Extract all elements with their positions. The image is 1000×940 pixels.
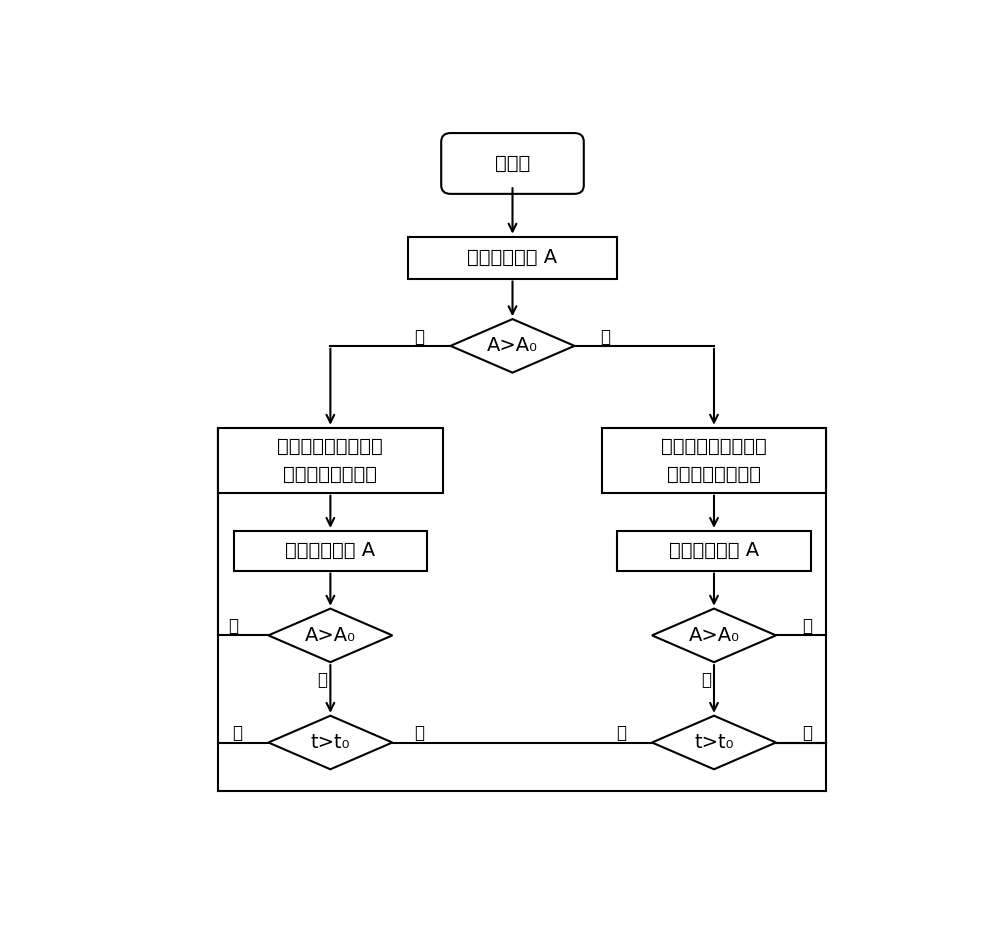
Polygon shape [652, 608, 776, 662]
Text: 获取环境照度 A: 获取环境照度 A [285, 541, 375, 560]
Bar [617, 531, 811, 571]
Text: A>A₀: A>A₀ [688, 626, 740, 645]
Text: A>A₀: A>A₀ [487, 337, 538, 355]
Bar [234, 531, 427, 571]
Text: 否: 否 [318, 671, 328, 689]
Text: 是: 是 [616, 724, 626, 742]
Text: 否: 否 [232, 724, 242, 742]
FancyBboxPatch shape [441, 133, 584, 194]
Bar [218, 428, 443, 493]
Text: 否: 否 [802, 617, 812, 635]
Text: 是: 是 [701, 671, 711, 689]
Bar [602, 428, 826, 493]
Polygon shape [652, 715, 776, 769]
Polygon shape [268, 608, 392, 662]
Text: A>A₀: A>A₀ [305, 626, 356, 645]
Text: 否: 否 [802, 724, 812, 742]
Text: 获取环境照度 A: 获取环境照度 A [467, 248, 558, 267]
Text: t>t₀: t>t₀ [311, 733, 350, 752]
Text: 否: 否 [600, 328, 610, 346]
Text: 红外线感应器开启，
可见光感应器关闭: 红外线感应器开启， 可见光感应器关闭 [661, 437, 767, 484]
Text: t>t₀: t>t₀ [694, 733, 734, 752]
Text: 是: 是 [415, 724, 424, 742]
Polygon shape [268, 715, 392, 769]
Text: 获取环境照度 A: 获取环境照度 A [669, 541, 759, 560]
Bar [408, 237, 617, 278]
Text: 是: 是 [415, 328, 424, 346]
Text: 红外线感应器关闭，
可见光感应器开启: 红外线感应器关闭， 可见光感应器开启 [278, 437, 383, 484]
Polygon shape [450, 319, 574, 372]
Text: 初始化: 初始化 [495, 154, 530, 173]
Text: 是: 是 [228, 617, 239, 635]
